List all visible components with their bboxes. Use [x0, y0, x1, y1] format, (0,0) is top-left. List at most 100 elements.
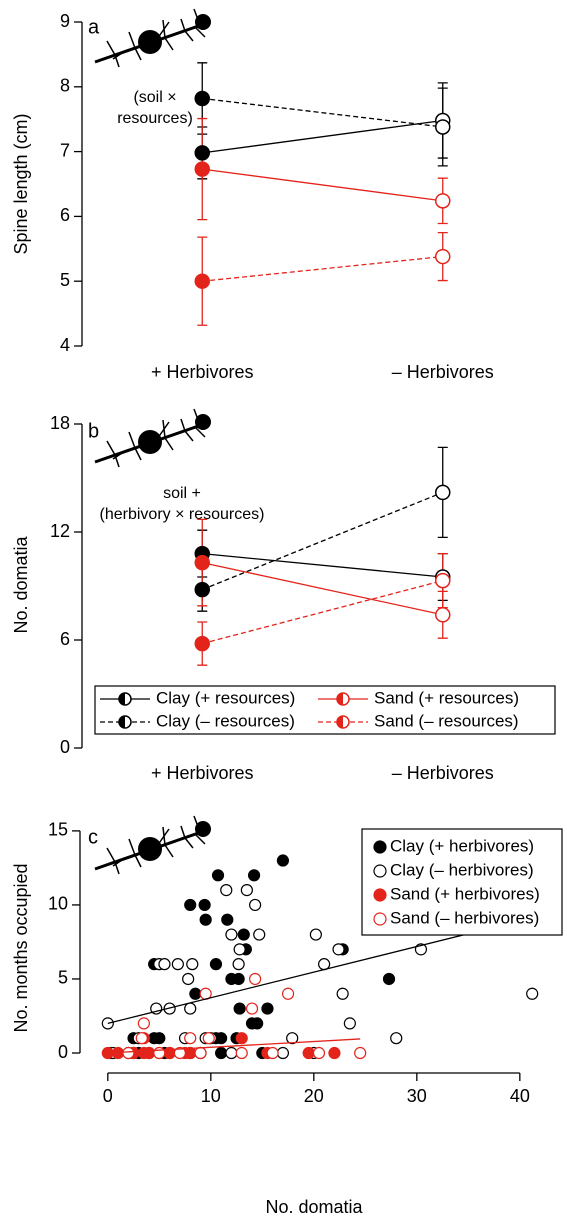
legend-label: Sand (– herbivores)	[390, 908, 539, 927]
point	[221, 913, 234, 926]
point	[253, 928, 266, 941]
y-tick-label: 6	[60, 205, 70, 225]
point	[390, 1032, 403, 1045]
fit-line	[107, 1038, 361, 1054]
point	[343, 1017, 356, 1030]
point	[249, 972, 262, 986]
point	[286, 1032, 299, 1045]
point	[215, 1032, 228, 1045]
point	[150, 1002, 163, 1015]
legend-marker	[373, 888, 387, 902]
point	[435, 248, 451, 265]
annotation: soil +	[163, 485, 201, 502]
point	[232, 972, 245, 986]
panel-label: a	[88, 16, 100, 38]
x-tick-label: 0	[103, 1086, 113, 1106]
point	[354, 1046, 367, 1060]
point	[328, 1046, 341, 1060]
y-axis-title: No. domatia	[11, 535, 31, 633]
x-tick-label: + Herbivores	[151, 362, 254, 382]
series-line	[202, 552, 443, 578]
point	[247, 869, 261, 882]
panel-label: b	[88, 420, 99, 442]
point	[266, 1046, 279, 1060]
y-tick-label: 8	[60, 76, 70, 96]
point	[249, 898, 262, 912]
point	[435, 484, 451, 501]
point	[261, 1002, 274, 1015]
point	[232, 958, 245, 971]
y-axis-title: Spine length (cm)	[11, 113, 31, 254]
point	[184, 1002, 197, 1015]
series-line	[202, 97, 443, 128]
point	[171, 958, 184, 971]
x-tick-label: – Herbivores	[392, 362, 494, 382]
point	[194, 161, 210, 177]
point	[336, 987, 349, 1000]
plant-icon	[93, 7, 213, 69]
point	[251, 1017, 264, 1030]
y-tick-label: 5	[60, 270, 70, 290]
point	[194, 554, 210, 571]
point	[194, 635, 210, 652]
point	[435, 607, 451, 623]
point	[158, 958, 171, 971]
y-tick-label: 4	[60, 335, 70, 355]
point	[202, 1032, 215, 1045]
y-tick-label: 7	[60, 140, 70, 160]
point	[233, 943, 246, 956]
x-tick-label: 10	[201, 1086, 221, 1106]
point	[135, 1032, 148, 1045]
legend-label: Sand (+ resources)	[374, 688, 519, 707]
x-tick-label: 30	[407, 1086, 427, 1106]
y-tick-label: 6	[60, 629, 70, 649]
point	[237, 928, 250, 941]
point	[276, 1046, 290, 1060]
y-tick-label: 18	[50, 413, 70, 433]
point	[184, 1032, 197, 1045]
point	[332, 943, 345, 956]
panel-label: c	[88, 826, 98, 848]
y-tick-label: 12	[50, 521, 70, 541]
point	[199, 913, 212, 926]
point	[122, 1046, 135, 1060]
legend-label: Clay (– herbivores)	[390, 860, 534, 879]
plant-icon	[93, 407, 213, 469]
point	[189, 987, 202, 1000]
point	[435, 119, 451, 135]
y-axis-title: No. months occupied	[11, 863, 31, 1032]
point	[240, 884, 253, 897]
legend-label: Clay (– resources)	[156, 711, 295, 730]
point	[194, 1046, 207, 1060]
point	[281, 987, 295, 1000]
point	[225, 1046, 238, 1060]
point	[173, 1046, 187, 1060]
point	[153, 1046, 166, 1060]
y-tick-label: 15	[48, 820, 68, 840]
legend-marker	[373, 864, 387, 878]
plant-icon	[93, 814, 213, 876]
x-tick-label: + Herbivores	[151, 763, 254, 783]
legend-box	[94, 685, 556, 735]
point	[276, 854, 290, 867]
point	[142, 1046, 156, 1060]
point	[194, 145, 210, 161]
point	[526, 987, 539, 1000]
y-tick-label: 0	[58, 1042, 68, 1062]
point	[382, 972, 396, 986]
legend-label: Sand (+ herbivores)	[390, 884, 540, 903]
y-tick-label: 10	[48, 894, 68, 914]
legend-label: Clay (+ herbivores)	[390, 836, 534, 855]
annotation: (soil ×	[133, 89, 176, 106]
legend-box	[361, 828, 563, 936]
series-line	[202, 491, 443, 591]
legend-marker	[119, 693, 125, 705]
series-line	[202, 119, 443, 154]
legend-marker	[373, 840, 387, 854]
point	[194, 90, 210, 107]
x-tick-label: – Herbivores	[392, 763, 494, 783]
point	[182, 972, 195, 986]
point	[211, 869, 225, 882]
legend-label: Clay (+ resources)	[156, 688, 295, 707]
